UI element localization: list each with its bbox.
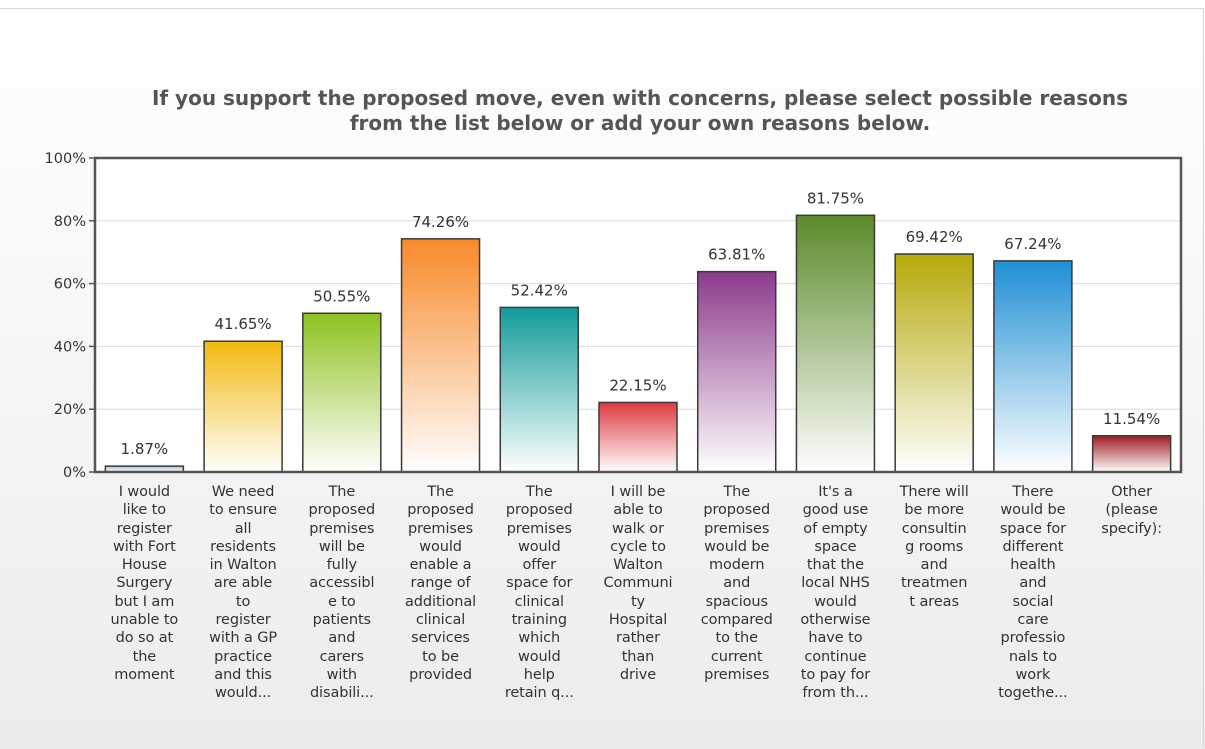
bar-value-label: 22.15%	[609, 376, 666, 394]
bar	[499, 306, 580, 473]
x-category-label: I will be able to walk or cycle to Walto…	[603, 484, 673, 683]
bar-value-label: 69.42%	[906, 228, 963, 246]
y-tick-label: 60%	[54, 277, 86, 293]
bar	[203, 340, 283, 473]
x-category-label: The proposed premises would be modern an…	[700, 484, 773, 683]
x-category-label: There would be space for different healt…	[998, 484, 1068, 702]
bar	[894, 253, 974, 473]
y-tick-label: 20%	[54, 402, 86, 418]
bar-value-label: 50.55%	[313, 287, 370, 305]
bar-value-label: 67.24%	[1004, 235, 1061, 253]
bar	[795, 214, 876, 473]
y-tick-label: 80%	[54, 214, 86, 230]
y-tick-label: 100%	[45, 151, 86, 167]
plot-border	[93, 156, 1183, 474]
chart-frame	[0, 8, 1204, 748]
y-tick-label: 0%	[63, 465, 86, 481]
bar-value-label: 81.75%	[807, 189, 864, 207]
bar	[696, 270, 777, 473]
x-category-label: Other (please specify):	[1101, 484, 1162, 537]
bar	[598, 401, 678, 473]
chart-title: If you support the proposed move, even w…	[151, 86, 1129, 135]
bar-value-label: 52.42%	[511, 281, 568, 299]
x-category-label: It's a good use of empty space that the …	[800, 484, 871, 702]
bar-value-label: 74.26%	[412, 213, 469, 231]
x-category-label: The proposed premises would offer space …	[504, 484, 574, 702]
bar	[400, 238, 481, 473]
x-category-label: The proposed premises will be fully acce…	[308, 484, 376, 702]
x-category-label: I would like to register with Fort House…	[110, 484, 179, 683]
x-category-label: There will be more consultin g rooms and…	[899, 484, 969, 610]
bar	[993, 260, 1073, 473]
y-tick-label: 40%	[54, 339, 86, 355]
bar	[1091, 435, 1172, 473]
x-category-label: The proposed premises would enable a ran…	[405, 484, 477, 683]
x-category-label: We need to ensure all residents in Walto…	[209, 484, 278, 702]
bar-value-label: 63.81%	[708, 246, 765, 264]
bar-value-label: 41.65%	[214, 315, 271, 333]
bar-value-label: 1.87%	[121, 440, 169, 458]
bar-value-label: 11.54%	[1103, 410, 1160, 428]
bar	[302, 312, 382, 473]
